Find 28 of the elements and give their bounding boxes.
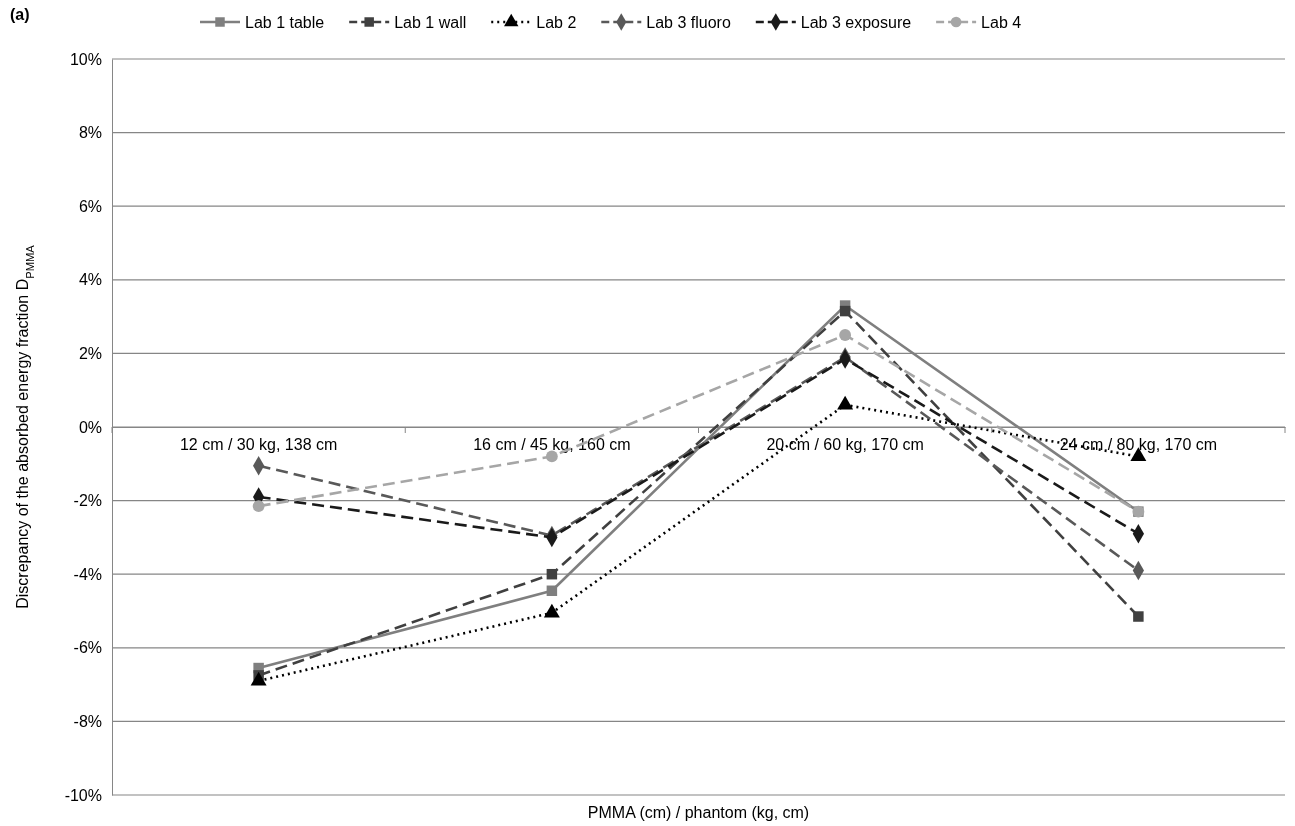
y-tick-label: -8% <box>73 713 102 731</box>
legend-label: Lab 4 <box>981 14 1022 31</box>
legend-label: Lab 1 wall <box>394 14 467 31</box>
point <box>252 500 265 513</box>
point <box>546 585 558 596</box>
y-tick-label: -10% <box>64 786 102 804</box>
point <box>546 568 558 580</box>
text: (a) <box>10 6 30 23</box>
y-tick-label: 4% <box>78 271 102 289</box>
y-tick-label: 10% <box>69 50 102 68</box>
y-tick-label: -2% <box>73 492 102 510</box>
legend-label: Lab 3 fluoro <box>646 14 731 31</box>
x-tick-label: 12 cm / 30 kg, 138 cm <box>179 436 338 454</box>
point <box>839 305 851 317</box>
point <box>839 329 852 341</box>
x-tick-label: 20 cm / 60 kg, 170 cm <box>766 436 924 454</box>
x-axis-title: PMMA (cm) / phantom (kg, cm) <box>587 804 810 821</box>
y-tick-label: 0% <box>78 418 102 436</box>
y-tick-label: 8% <box>78 124 102 142</box>
legend-label: Lab 2 <box>536 14 577 31</box>
legend-label: Lab 1 table <box>245 14 325 31</box>
y-tick-label: 2% <box>78 345 102 363</box>
x-tick-label: 24 cm / 80 kg, 170 cm <box>1059 436 1218 454</box>
point <box>1133 611 1144 622</box>
y-tick-label: -4% <box>73 565 102 583</box>
legend-label: Lab 3 exposure <box>800 14 912 31</box>
y-tick-label: -6% <box>73 639 102 657</box>
y-tick-label: 6% <box>78 197 102 215</box>
